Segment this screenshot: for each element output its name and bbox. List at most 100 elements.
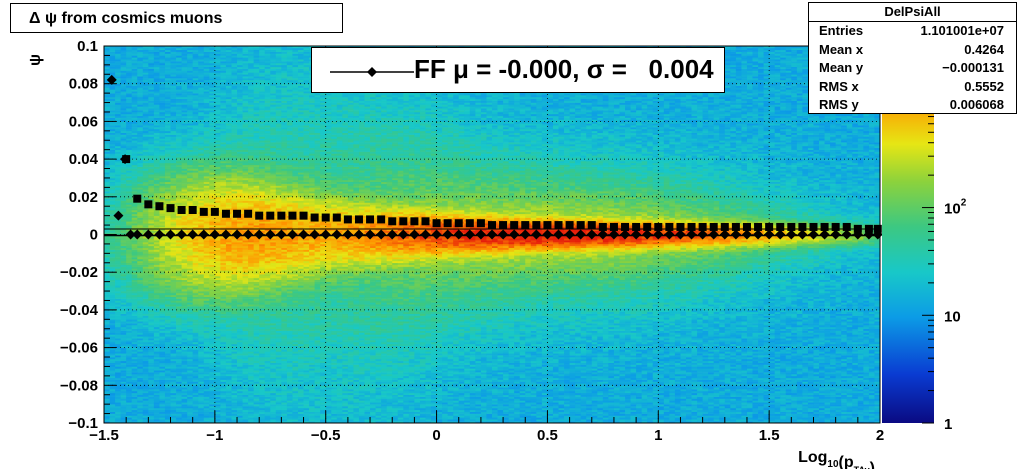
heat-cell bbox=[226, 319, 232, 321]
heat-cell bbox=[171, 382, 177, 384]
heat-cell bbox=[121, 152, 127, 154]
heat-cell bbox=[220, 302, 226, 304]
heat-cell bbox=[215, 182, 221, 184]
heat-cell bbox=[215, 99, 221, 101]
heat-cell bbox=[115, 329, 121, 331]
heat-cell bbox=[171, 368, 177, 370]
heat-cell bbox=[154, 300, 160, 302]
heat-cell bbox=[159, 274, 165, 276]
heat-cell bbox=[121, 361, 127, 363]
heat-cell bbox=[110, 133, 116, 135]
heat-cell bbox=[143, 76, 149, 78]
heat-cell bbox=[126, 414, 132, 416]
heat-cell bbox=[215, 116, 221, 118]
heat-cell bbox=[171, 319, 177, 321]
heat-cell bbox=[182, 268, 188, 270]
heat-cell bbox=[182, 59, 188, 61]
heat-cell bbox=[237, 95, 243, 97]
heat-cell bbox=[104, 333, 110, 335]
heat-cell bbox=[193, 165, 199, 167]
heat-cell bbox=[176, 116, 182, 118]
heat-cell bbox=[198, 165, 204, 167]
heat-cell bbox=[204, 321, 210, 323]
heat-cell bbox=[143, 193, 149, 195]
heat-cell bbox=[187, 218, 193, 220]
heat-cell bbox=[226, 363, 232, 365]
heat-cell bbox=[237, 378, 243, 380]
heat-cell bbox=[132, 419, 138, 421]
heat-cell bbox=[193, 312, 199, 314]
heat-cell bbox=[220, 265, 226, 267]
heat-cell bbox=[198, 136, 204, 138]
heat-cell bbox=[209, 404, 215, 406]
heat-cell bbox=[193, 319, 199, 321]
heat-cell bbox=[198, 133, 204, 135]
heat-cell bbox=[132, 304, 138, 306]
heat-cell bbox=[215, 383, 221, 385]
heat-cell bbox=[187, 182, 193, 184]
heat-cell bbox=[209, 52, 215, 54]
heat-cell bbox=[126, 67, 132, 69]
heat-cell bbox=[226, 338, 232, 340]
heat-cell bbox=[121, 306, 127, 308]
heat-cell bbox=[237, 93, 243, 95]
heat-cell bbox=[198, 402, 204, 404]
heat-cell bbox=[204, 267, 210, 269]
heat-cell bbox=[209, 201, 215, 203]
heat-cell bbox=[132, 368, 138, 370]
heat-cell bbox=[204, 178, 210, 180]
heat-cell bbox=[110, 221, 116, 223]
heat-cell bbox=[209, 136, 215, 138]
heat-cell bbox=[171, 65, 177, 67]
heat-cell bbox=[226, 201, 232, 203]
heat-cell bbox=[126, 71, 132, 73]
heat-cell bbox=[193, 67, 199, 69]
heat-cell bbox=[187, 136, 193, 138]
heat-cell bbox=[220, 272, 226, 274]
heat-cell bbox=[237, 250, 243, 252]
heat-cell bbox=[176, 114, 182, 116]
heat-cell bbox=[226, 299, 232, 301]
heat-cell bbox=[143, 336, 149, 338]
heat-cell bbox=[215, 67, 221, 69]
heat-cell bbox=[215, 415, 221, 417]
heat-cell bbox=[187, 365, 193, 367]
heat-cell bbox=[209, 251, 215, 253]
heat-cell bbox=[159, 59, 165, 61]
heat-cell bbox=[215, 148, 221, 150]
heat-cell bbox=[132, 57, 138, 59]
heat-cell bbox=[209, 317, 215, 319]
heat-cell bbox=[237, 365, 243, 367]
heat-cell bbox=[182, 304, 188, 306]
heat-cell bbox=[148, 101, 154, 103]
heat-cell bbox=[182, 399, 188, 401]
heat-cell bbox=[171, 389, 177, 391]
heat-cell bbox=[137, 182, 143, 184]
heat-cell bbox=[226, 257, 232, 259]
heat-cell bbox=[193, 74, 199, 76]
heat-cell bbox=[182, 165, 188, 167]
heat-cell bbox=[154, 161, 160, 163]
heat-cell bbox=[193, 304, 199, 306]
heat-cell bbox=[143, 399, 149, 401]
heat-cell bbox=[121, 189, 127, 191]
heat-cell bbox=[137, 353, 143, 355]
heat-cell bbox=[187, 361, 193, 363]
heat-cell bbox=[110, 349, 116, 351]
heat-cell bbox=[220, 82, 226, 84]
heat-cell bbox=[182, 176, 188, 178]
heat-cell bbox=[215, 365, 221, 367]
heat-cell bbox=[126, 104, 132, 106]
heat-cell bbox=[231, 206, 237, 208]
heat-cell bbox=[148, 138, 154, 140]
heat-cell bbox=[226, 131, 232, 133]
heat-cell bbox=[115, 419, 121, 421]
heat-cell bbox=[132, 208, 138, 210]
heat-cell bbox=[165, 284, 171, 286]
heat-cell bbox=[143, 246, 149, 248]
heat-cell bbox=[204, 110, 210, 112]
heat-cell bbox=[215, 289, 221, 291]
heat-cell bbox=[220, 106, 226, 108]
heat-cell bbox=[226, 165, 232, 167]
heat-cell bbox=[176, 187, 182, 189]
